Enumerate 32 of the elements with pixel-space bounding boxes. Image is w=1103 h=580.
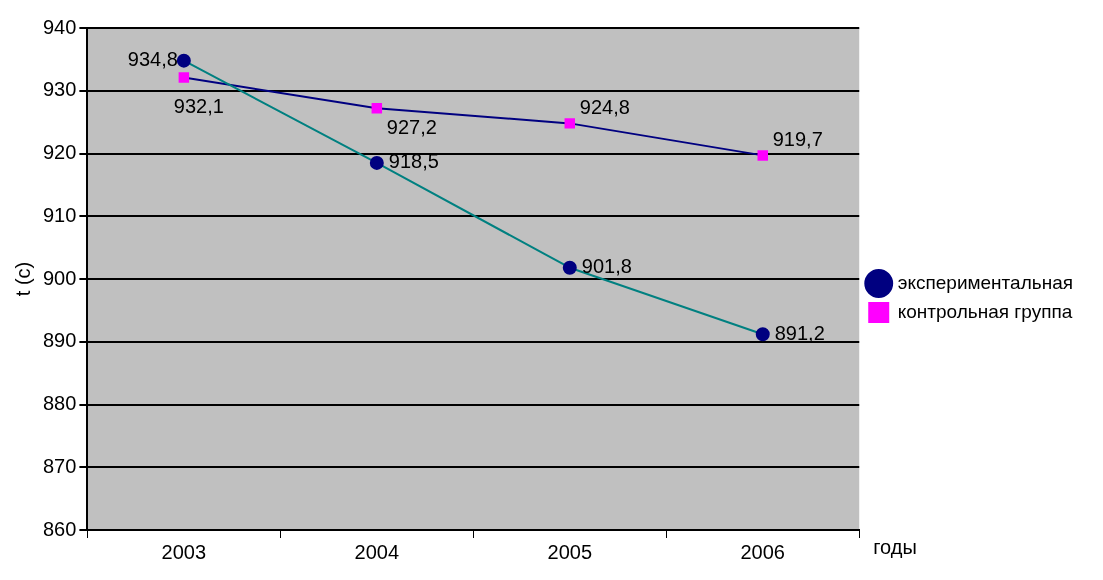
data-label: 901,8 (581, 255, 632, 278)
x-tick-label: 2003 (161, 540, 207, 563)
y-tick-label: 920 (42, 141, 77, 164)
y-axis-title: t (c) (11, 261, 34, 297)
point (178, 72, 190, 83)
point (176, 53, 191, 68)
y-tick-label: 900 (42, 266, 77, 289)
data-label: 919,7 (772, 127, 823, 150)
y-tick-label: 940 (42, 15, 77, 38)
x-tick-label: 2006 (740, 540, 785, 563)
point (562, 260, 577, 275)
x-tick-label: 2004 (354, 540, 400, 563)
point (371, 103, 383, 114)
x-axis-title: годы (873, 535, 917, 558)
point (369, 155, 384, 170)
data-label: 932,1 (173, 95, 224, 118)
y-tick-label: 870 (42, 454, 77, 477)
x-tick-label: 2005 (547, 540, 593, 563)
legend-label: экспериментальная (897, 271, 1074, 293)
data-label: 891,2 (774, 321, 825, 344)
data-label: 934,8 (127, 48, 178, 71)
point (757, 150, 768, 161)
y-tick-label: 910 (42, 203, 77, 226)
data-label: 924,8 (579, 95, 630, 118)
y-tick-label: 930 (42, 78, 77, 101)
legend-label: контрольная группа (897, 300, 1073, 322)
y-tick-label: 890 (42, 329, 77, 352)
y-tick-label: 880 (42, 392, 77, 415)
data-label: 927,2 (386, 115, 437, 138)
point (755, 327, 770, 342)
y-tick-label: 860 (42, 517, 77, 540)
point (564, 118, 576, 129)
